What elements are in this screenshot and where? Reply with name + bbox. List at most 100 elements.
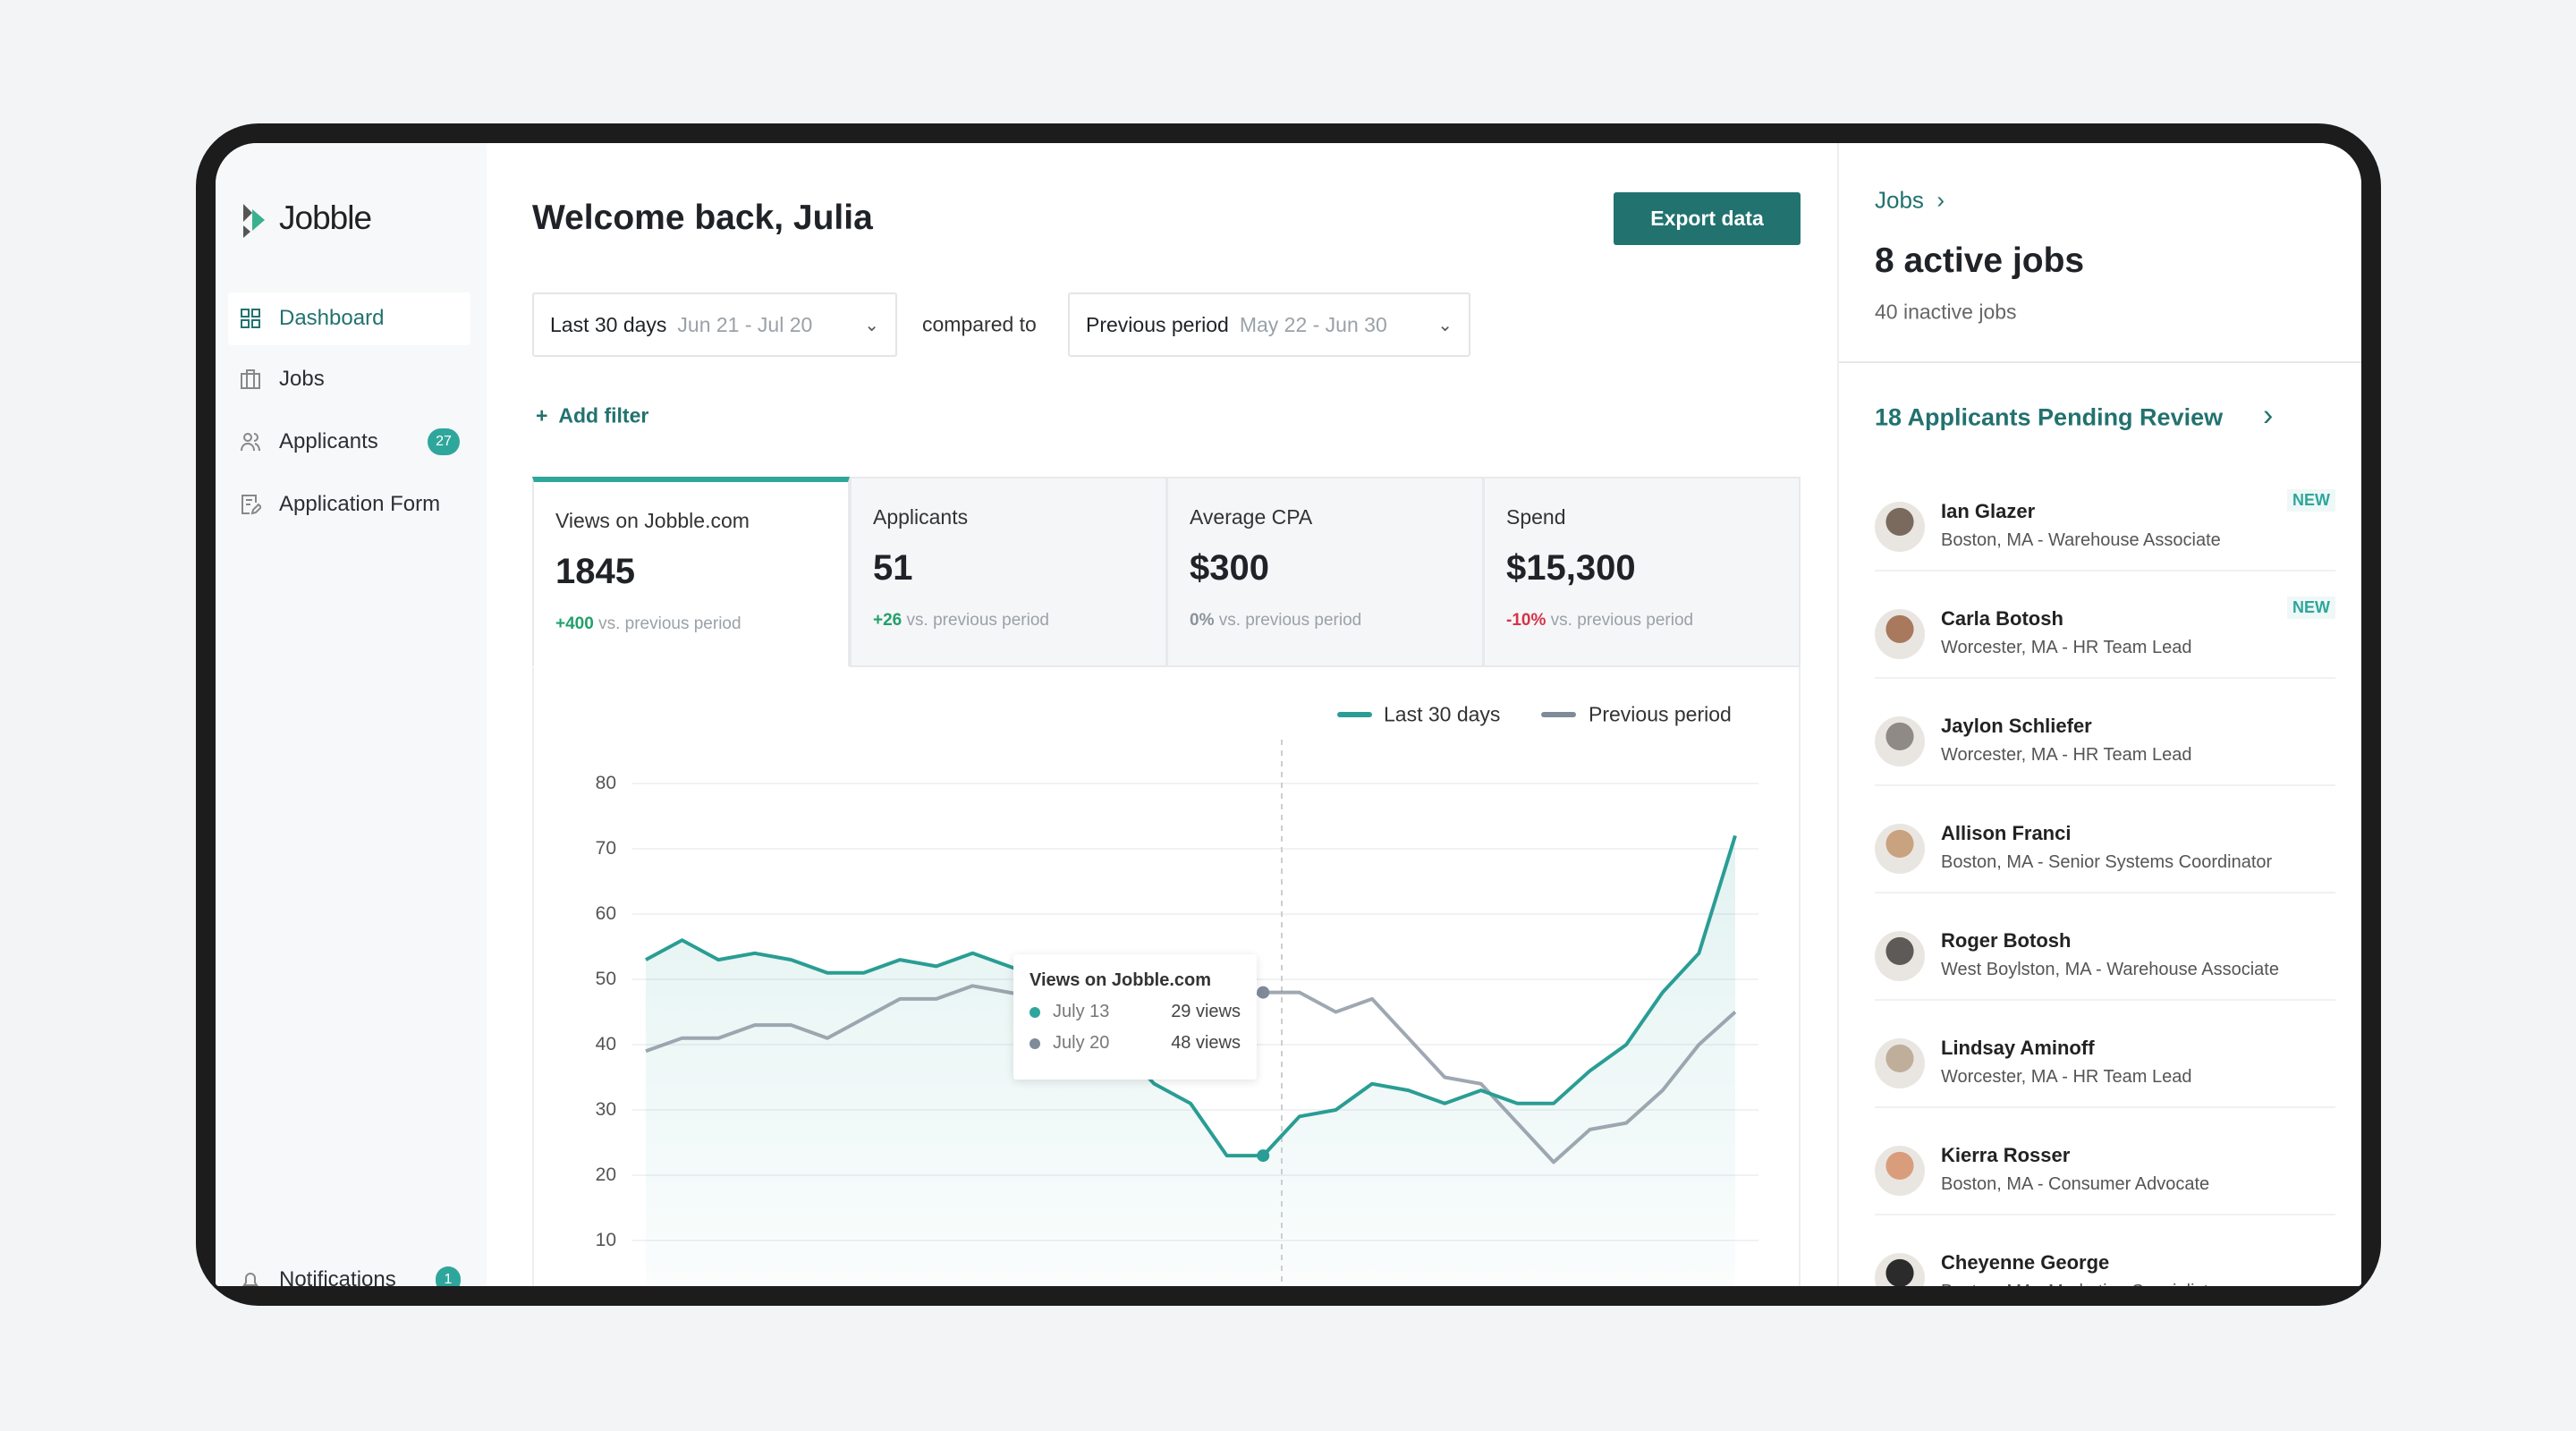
kpi-value: 1845 — [555, 552, 635, 591]
applicant-name: Kierra Rosser — [1941, 1144, 2071, 1166]
kpi-delta-suffix: vs. previous period — [598, 614, 741, 633]
applicant-location-role: West Boylston, MA - Warehouse Associate — [1941, 960, 2279, 979]
chevron-right-icon[interactable]: › — [2263, 398, 2274, 433]
new-badge: NEW — [2287, 597, 2335, 619]
y-tick-label: 10 — [595, 1230, 616, 1250]
legend-swatch-last-30-days — [1337, 712, 1372, 717]
jobs-link[interactable]: Jobs › — [1875, 187, 1945, 215]
avatar — [1875, 1146, 1925, 1196]
briefcase-icon — [241, 369, 260, 389]
applicant-list-item[interactable]: Allison Franci Boston, MA - Senior Syste… — [1875, 822, 2335, 942]
legend-swatch-previous-period — [1541, 712, 1576, 717]
users-icon — [241, 433, 260, 452]
form-edit-icon — [242, 495, 261, 515]
kpi-label: Spend — [1506, 505, 1566, 529]
avatar — [1875, 609, 1925, 659]
kpi-card-applicants[interactable]: Applicants 51 +26 vs. previous period — [850, 477, 1167, 667]
y-tick-label: 70 — [595, 838, 616, 859]
sidebar: Jobble Dashboard Jobs Applicants 27 Appl… — [216, 143, 487, 1286]
kpi-delta-suffix: vs. previous period — [1218, 611, 1362, 630]
y-tick-label: 40 — [595, 1034, 616, 1054]
tooltip-date: July 13 — [1053, 1002, 1110, 1021]
divider — [1875, 570, 2335, 572]
sidebar-item-application-form[interactable]: Application Form — [279, 492, 441, 516]
bell-icon — [242, 1273, 258, 1286]
avatar — [1875, 824, 1925, 874]
app-screen: Jobble Dashboard Jobs Applicants 27 Appl… — [216, 143, 2361, 1286]
kpi-delta: +26 — [873, 611, 902, 630]
avatar — [1875, 716, 1925, 766]
chart-tooltip: Views on Jobble.com July 13 29 views July… — [1013, 954, 1257, 1080]
kpi-label: Applicants — [873, 505, 969, 529]
page-title: Welcome back, Julia — [532, 199, 873, 237]
applicant-list-item[interactable]: Cheyenne George Boston, MA - Marketing S… — [1875, 1251, 2335, 1286]
legend-previous-period: Previous period — [1589, 702, 1732, 726]
plus-icon: + — [536, 403, 548, 428]
data-point — [1257, 986, 1270, 999]
divider — [1875, 1214, 2335, 1215]
applicant-list-item[interactable]: Roger Botosh West Boylston, MA - Warehou… — [1875, 929, 2335, 1049]
applicant-location-role: Boston, MA - Senior Systems Coordinator — [1941, 852, 2273, 872]
sidebar-item-jobs[interactable]: Jobs — [279, 367, 325, 391]
kpi-delta: 0% — [1190, 611, 1215, 630]
y-tick-label: 80 — [595, 773, 616, 793]
applicant-name: Jaylon Schliefer — [1941, 715, 2092, 737]
add-filter-button[interactable]: + Add filter — [536, 404, 648, 428]
tooltip-value: 29 views — [1171, 1002, 1241, 1021]
applicant-list-item[interactable]: Kierra Rosser Boston, MA - Consumer Advo… — [1875, 1144, 2335, 1264]
kpi-card-spend[interactable]: Spend $15,300 -10% vs. previous period — [1483, 477, 1801, 667]
y-tick-label: 50 — [595, 969, 616, 989]
kpi-card-average-cpa[interactable]: Average CPA $300 0% vs. previous period — [1166, 477, 1484, 667]
chevron-down-icon: ⌄ — [1437, 315, 1453, 335]
data-point — [1257, 1149, 1270, 1163]
logo-text: Jobble — [279, 199, 372, 236]
applicant-name: Ian Glazer — [1941, 500, 2036, 522]
chevron-right-icon: › — [1936, 186, 1945, 214]
divider — [1875, 999, 2335, 1001]
compared-to-label: compared to — [922, 312, 1037, 336]
pending-review-link[interactable]: 18 Applicants Pending Review — [1875, 403, 2224, 431]
applicant-name: Cheyenne George — [1941, 1251, 2110, 1274]
compare-period-dropdown[interactable]: Previous period May 22 - Jun 30 ⌄ — [1068, 292, 1470, 357]
tooltip-dot-previous — [1030, 1037, 1040, 1049]
divider — [1875, 1106, 2335, 1108]
applicant-name: Allison Franci — [1941, 822, 2072, 844]
applicant-list-item[interactable]: Carla Botosh Worcester, MA - HR Team Lea… — [1875, 597, 2335, 727]
applicant-list-item[interactable]: Jaylon Schliefer Worcester, MA - HR Team… — [1875, 715, 2335, 834]
inactive-jobs-count: 40 inactive jobs — [1875, 300, 2017, 324]
sidebar-item-label: Dashboard — [279, 306, 385, 330]
export-data-button[interactable]: Export data — [1614, 192, 1801, 245]
date-range-label: Last 30 days — [550, 312, 667, 336]
applicant-name: Carla Botosh — [1941, 607, 2063, 630]
sidebar-item-applicants[interactable]: Applicants — [279, 429, 378, 453]
sidebar-item-notifications[interactable]: Notifications — [279, 1267, 396, 1286]
tooltip-date: July 20 — [1053, 1033, 1110, 1053]
y-tick-label: 60 — [595, 903, 616, 924]
avatar — [1875, 502, 1925, 552]
applicant-location-role: Worcester, MA - HR Team Lead — [1941, 745, 2192, 765]
applicant-list-item[interactable]: Ian Glazer Boston, MA - Warehouse Associ… — [1875, 489, 2335, 620]
kpi-card-views[interactable]: Views on Jobble.com 1845 +400 vs. previo… — [532, 477, 850, 667]
kpi-value: 51 — [873, 548, 913, 588]
y-tick-label: 30 — [595, 1099, 616, 1120]
applicant-name: Lindsay Aminoff — [1941, 1037, 2095, 1059]
compare-period-label: Previous period — [1086, 312, 1229, 336]
applicant-name: Roger Botosh — [1941, 929, 2072, 952]
kpi-delta: -10% — [1506, 611, 1546, 630]
kpi-delta: +400 — [555, 614, 594, 633]
applicant-location-role: Boston, MA - Warehouse Associate — [1941, 530, 2221, 550]
divider — [1875, 892, 2335, 893]
logo-icon — [243, 204, 265, 238]
kpi-value: $300 — [1190, 548, 1269, 588]
tooltip-title: Views on Jobble.com — [1030, 970, 1212, 990]
avatar — [1875, 1038, 1925, 1088]
sidebar-item-dashboard[interactable] — [228, 292, 470, 345]
applicant-location-role: Worcester, MA - HR Team Lead — [1941, 638, 2192, 657]
tooltip-dot-current — [1030, 1006, 1040, 1018]
applicant-list-item[interactable]: Lindsay Aminoff Worcester, MA - HR Team … — [1875, 1037, 2335, 1156]
right-panel: Jobs › 8 active jobs 40 inactive jobs 18… — [1837, 143, 2361, 1286]
divider — [1839, 361, 2361, 363]
date-range-dropdown[interactable]: Last 30 days Jun 21 - Jul 20 ⌄ — [532, 292, 897, 357]
kpi-value: $15,300 — [1506, 548, 1636, 588]
kpi-delta-suffix: vs. previous period — [1550, 611, 1694, 630]
